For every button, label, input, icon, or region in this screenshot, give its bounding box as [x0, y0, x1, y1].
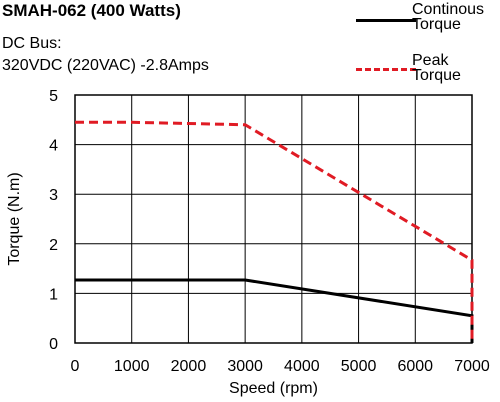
x-tick-label: 0	[71, 358, 80, 375]
dc-bus-spec: 320VDC (220VAC) -2.8Amps	[2, 57, 209, 74]
x-axis-label: Speed (rpm)	[229, 380, 318, 397]
legend-continuous-swatch	[356, 19, 416, 22]
legend-peak-line1: Peak	[412, 52, 449, 69]
chart-title: SMAH-062 (400 Watts)	[2, 1, 181, 20]
legend-peak-swatch	[356, 68, 416, 71]
dc-bus-label: DC Bus:	[2, 35, 62, 52]
y-tick-label: 2	[49, 237, 58, 254]
x-tick-label: 6000	[397, 358, 433, 375]
x-tick-label: 1000	[114, 358, 150, 375]
legend-continuous-line1: Continous	[412, 1, 485, 18]
x-tick-label: 7000	[454, 358, 490, 375]
x-tick-label: 2000	[171, 358, 207, 375]
legend-peak-label: Peak Torque	[412, 52, 461, 84]
y-tick-label: 0	[49, 336, 58, 353]
legend-continuous-line2: Torque	[412, 16, 461, 33]
y-tick-label: 4	[49, 138, 58, 155]
y-axis-label: Torque (N.m)	[6, 172, 23, 265]
y-tick-label: 3	[49, 187, 58, 204]
continuous-torque-line	[75, 278, 474, 343]
y-tick-label: 1	[49, 286, 58, 303]
peak-torque-line	[75, 120, 474, 343]
x-tick-label: 3000	[227, 358, 263, 375]
plot-area	[74, 94, 473, 344]
legend-peak-line2: Torque	[412, 67, 461, 84]
x-tick-label: 5000	[341, 358, 377, 375]
y-tick-label: 5	[49, 88, 58, 105]
legend-continuous-label: Continous Torque	[412, 1, 485, 33]
x-tick-label: 4000	[284, 358, 320, 375]
